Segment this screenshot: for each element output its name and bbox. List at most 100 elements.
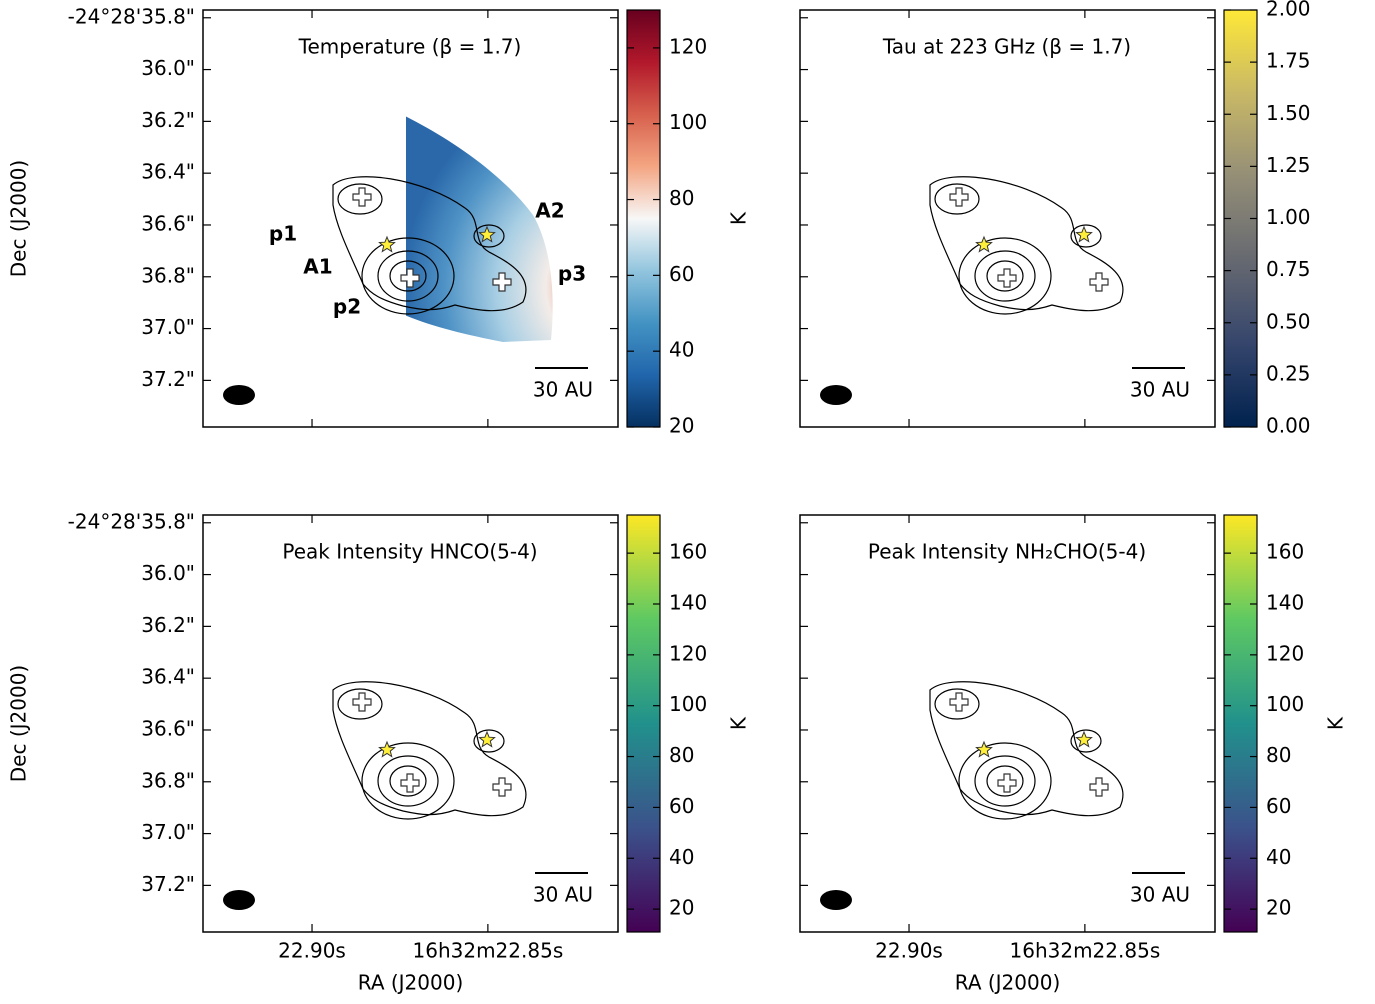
y-axis-label: Dec (J2000) (7, 665, 31, 782)
colorbar-tick-label: 100 (669, 692, 707, 716)
colorbar-tick-label: 160 (1266, 540, 1304, 564)
contour (361, 237, 455, 315)
peak-marker (949, 692, 969, 712)
scalebar-label: 30 AU (1130, 883, 1190, 907)
peak-marker (492, 777, 512, 797)
map (322, 665, 529, 820)
contours (332, 681, 527, 820)
peak-marker (492, 272, 512, 292)
contour (361, 742, 455, 820)
contours (929, 176, 1124, 315)
beam (223, 385, 255, 405)
contour (1070, 729, 1102, 753)
map-image (904, 670, 1066, 809)
panel-title: Peak Intensity NH₂CHO(5-4) (868, 540, 1146, 564)
y-tick-label: -24°28'35.8" (68, 4, 195, 28)
contour (958, 237, 1052, 315)
contour (377, 755, 439, 807)
y-tick-label: 37.0" (141, 315, 195, 339)
star-marker (975, 235, 993, 253)
colorbar-label: K (727, 716, 751, 730)
y-tick-label: 36.4" (141, 665, 195, 689)
colorbar-tick-label: 1.50 (1266, 101, 1311, 125)
contour (974, 250, 1036, 302)
y-tick-label: 37.2" (141, 872, 195, 896)
x-tick-label: 16h32m22.85s (1010, 939, 1161, 963)
x-tick-label: 22.90s (278, 939, 346, 963)
colorbar-tick-label: 1.75 (1266, 49, 1311, 73)
peak-marker (400, 268, 420, 288)
colorbar-tick-label: 100 (1266, 692, 1304, 716)
panel: 30 AU Peak Intensity NH₂CHO(5-4) 22.90s 16h… (799, 514, 1348, 995)
star-marker (1075, 225, 1093, 243)
y-tick-label: 36.2" (141, 108, 195, 132)
map (904, 670, 1066, 809)
map-image (322, 665, 529, 820)
y-tick-label: 36.8" (141, 768, 195, 792)
contour (473, 224, 505, 248)
contour (337, 183, 383, 215)
x-tick-label: 16h32m22.85s (413, 939, 564, 963)
peak-marker (949, 187, 969, 207)
y-tick-label: 36.6" (141, 211, 195, 235)
map-band (895, 167, 1145, 260)
star-marker (478, 225, 496, 243)
y-axis-label: Dec (J2000) (7, 160, 31, 277)
beam (820, 385, 852, 405)
colorbar-tick-label: 120 (669, 641, 707, 665)
y-tick-label: 36.4" (141, 160, 195, 184)
colorbar-tick-label: 140 (1266, 590, 1304, 614)
colorbar-tick-label: 160 (669, 540, 707, 564)
map-image (853, 89, 1149, 342)
contour (377, 250, 439, 302)
colorbar-tick-label: 0.25 (1266, 361, 1311, 385)
colorbar-tick-label: 2.00 (1266, 0, 1311, 21)
contour (1070, 224, 1102, 248)
beam (820, 890, 852, 910)
scalebar-label: 30 AU (1130, 378, 1190, 402)
colorbar-tick-label: 20 (1266, 896, 1291, 920)
colorbar-label: K (727, 211, 751, 225)
peak-marker (997, 773, 1017, 793)
panel: 30 AU Tau at 223 GHz (β = 1.7) 0.00 0.25 0.5… (799, 0, 1311, 438)
star-marker (378, 740, 396, 758)
annotation: p3 (558, 262, 586, 286)
colorbar-tick-label: 60 (669, 262, 694, 286)
scalebar-label: 30 AU (533, 378, 593, 402)
panel-title: Tau at 223 GHz (β = 1.7) (882, 35, 1131, 59)
colorbar-tick-label: 40 (669, 338, 694, 362)
colorbar-tick-label: 1.25 (1266, 153, 1311, 177)
colorbar-tick-label: 1.00 (1266, 205, 1311, 229)
colorbar (626, 514, 661, 933)
colorbar-label: K (1324, 716, 1348, 730)
contours (332, 176, 527, 315)
contour (974, 755, 1036, 807)
x-axis-label: RA (J2000) (358, 971, 464, 995)
map-image (406, 116, 553, 342)
colorbar-tick-label: 120 (1266, 641, 1304, 665)
colorbar-tick-label: 60 (669, 794, 694, 818)
axes-frame (799, 9, 1216, 428)
y-tick-label: 36.0" (141, 56, 195, 80)
colorbar-tick-label: 60 (1266, 794, 1291, 818)
map (853, 89, 1149, 342)
map (406, 116, 553, 342)
colorbar-tick-label: 140 (669, 590, 707, 614)
colorbar-tick-label: 20 (669, 414, 694, 438)
annotation: p1 (269, 222, 297, 246)
y-tick-label: 37.2" (141, 367, 195, 391)
colorbar-tick-label: 80 (1266, 743, 1291, 767)
annotation: A1 (303, 255, 332, 279)
colorbar-tick-label: 80 (669, 743, 694, 767)
y-tick-label: 36.6" (141, 716, 195, 740)
axes-frame (202, 9, 619, 428)
y-tick-label: 36.0" (141, 561, 195, 585)
star-marker (975, 740, 993, 758)
x-axis-label: RA (J2000) (955, 971, 1061, 995)
contour (958, 742, 1052, 820)
contour (473, 729, 505, 753)
colorbar (1223, 514, 1258, 933)
colorbar-tick-label: 80 (669, 186, 694, 210)
colorbar (626, 9, 661, 428)
